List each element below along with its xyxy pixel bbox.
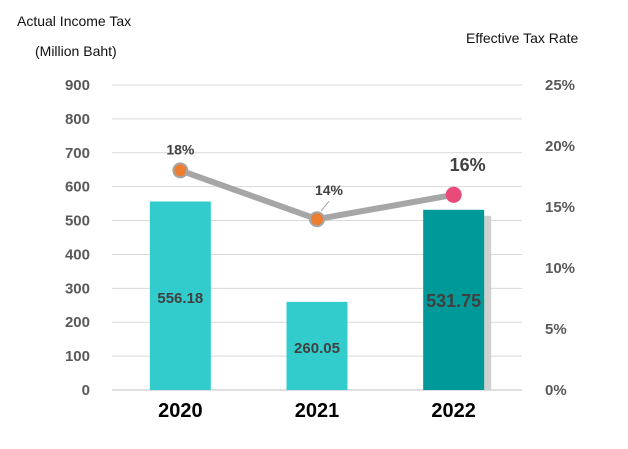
left-tick-label: 0	[82, 382, 90, 399]
left-tick-label: 300	[65, 280, 90, 297]
left-tick-label: 400	[65, 246, 90, 263]
right-tick-label: 0%	[545, 382, 567, 399]
rate-marker	[445, 186, 462, 203]
right-tick-label: 10%	[545, 260, 575, 277]
right-tick-label: 5%	[545, 321, 567, 338]
bar	[423, 209, 485, 390]
left-axis-title-line1: Actual Income Tax	[17, 13, 132, 29]
left-tick-label: 200	[65, 314, 90, 331]
left-tick-label: 800	[65, 111, 90, 128]
rate-value-label: 14%	[315, 182, 344, 198]
category-label: 2022	[431, 400, 476, 422]
left-tick-label: 700	[65, 145, 90, 162]
right-axis-title: Effective Tax Rate	[466, 30, 579, 46]
rate-value-label: 18%	[166, 141, 195, 157]
category-label: 2021	[295, 400, 340, 422]
left-tick-label: 100	[65, 348, 90, 365]
rate-marker	[309, 211, 325, 228]
left-tick-label: 600	[65, 179, 90, 196]
category-label: 2020	[158, 400, 203, 422]
rate-value-label: 16%	[450, 155, 486, 175]
right-tick-label: 25%	[545, 77, 575, 94]
right-tick-label: 15%	[545, 199, 575, 216]
bar	[149, 201, 211, 390]
bar	[286, 301, 348, 390]
rate-label-leader	[320, 200, 330, 212]
bar-value-label: 531.75	[426, 291, 481, 311]
left-axis-title-line2: (Million Baht)	[35, 43, 117, 59]
bar-value-label: 260.05	[294, 340, 340, 357]
left-tick-label: 900	[65, 77, 90, 94]
right-tick-label: 20%	[545, 138, 575, 155]
rate-marker	[172, 162, 189, 179]
bar-value-label: 556.18	[157, 290, 203, 307]
left-tick-label: 500	[65, 213, 90, 230]
